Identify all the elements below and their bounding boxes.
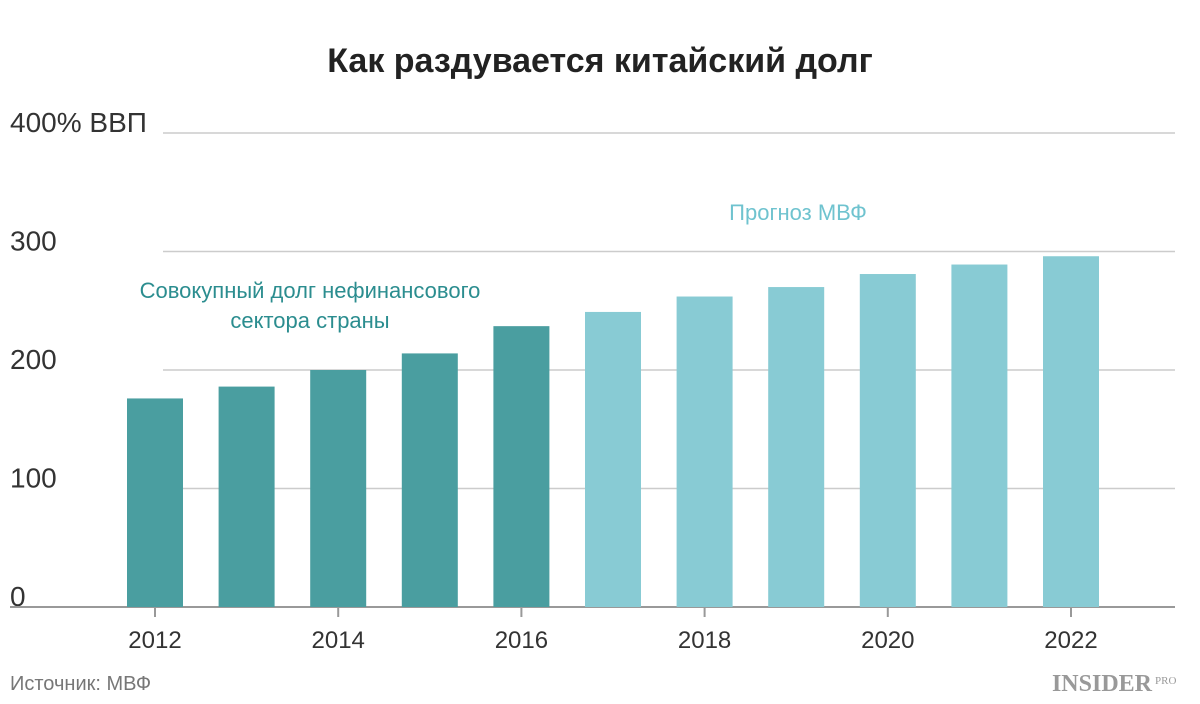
logo: INSIDER — [1052, 671, 1153, 697]
y-tick-label: 0 — [10, 581, 26, 612]
x-tick-label: 2022 — [1044, 627, 1097, 654]
y-tick-label: 200 — [10, 344, 57, 375]
bar — [951, 264, 1008, 607]
bar — [859, 274, 916, 607]
bar — [218, 386, 275, 607]
y-tick-label: 400% ВВП — [10, 107, 147, 138]
bar — [585, 311, 641, 607]
source: Источник: МВФ — [10, 673, 151, 695]
x-tick-label: 2018 — [678, 627, 731, 654]
logo-sub: PRO — [1155, 675, 1176, 687]
bar — [310, 370, 367, 607]
x-tick-label: 2014 — [312, 627, 365, 654]
x-tick-label: 2020 — [861, 627, 914, 654]
bar — [1043, 256, 1099, 607]
series-annotation: Прогноз МВФ — [729, 200, 867, 225]
bar — [127, 398, 183, 607]
bar — [401, 353, 458, 607]
chart-title: Как раздувается китайский долг — [327, 42, 872, 80]
y-tick-label: 100 — [10, 463, 57, 494]
bar — [493, 326, 550, 607]
y-tick-label: 300 — [10, 226, 57, 257]
x-tick-label: 2016 — [495, 627, 548, 654]
x-tick-label: 2012 — [128, 627, 181, 654]
bar — [676, 296, 733, 607]
bar — [768, 287, 825, 607]
series-annotation: Совокупный долг нефинансового сектора ст… — [139, 278, 481, 333]
